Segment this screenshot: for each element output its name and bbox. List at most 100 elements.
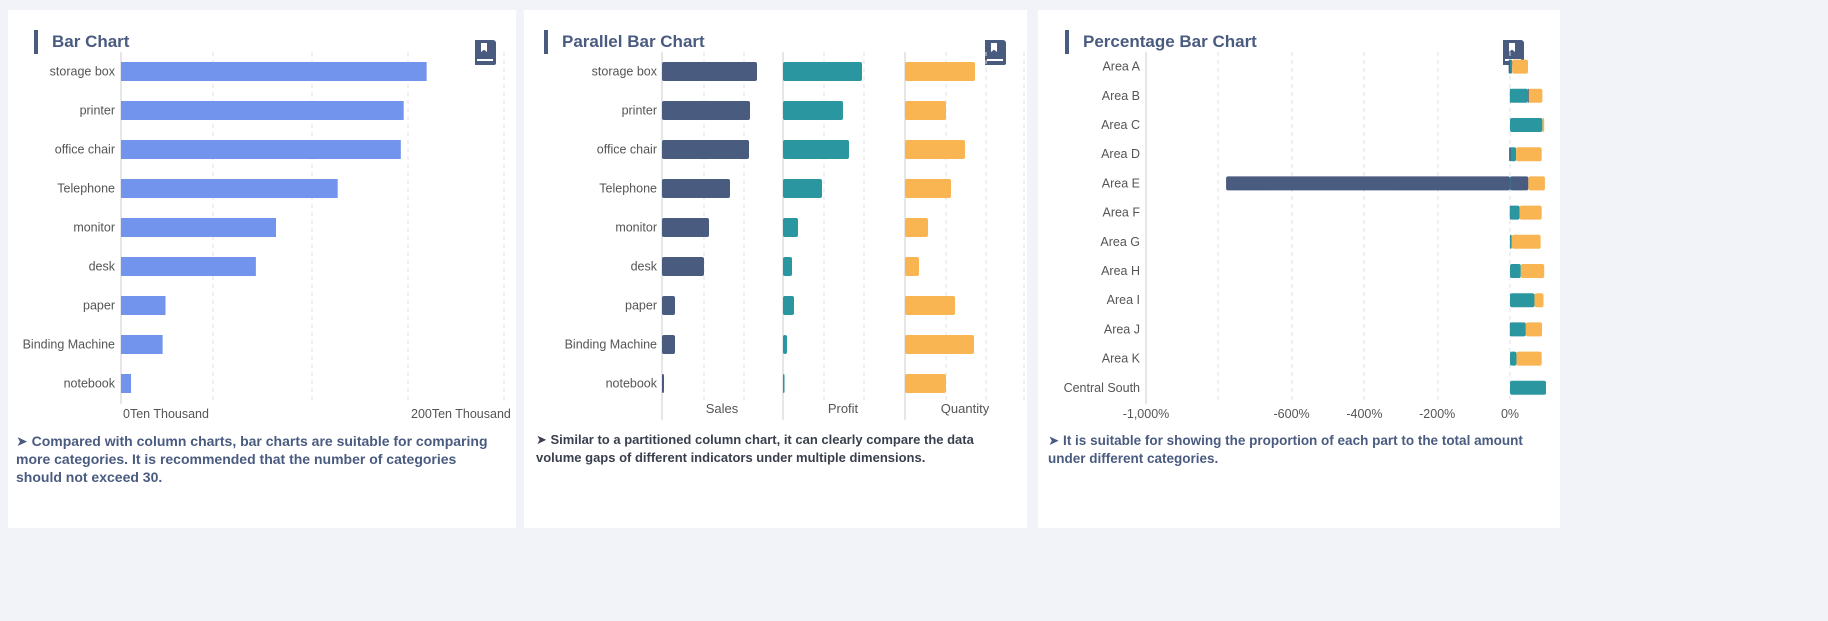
bar-segment bbox=[1509, 147, 1511, 162]
bar bbox=[905, 257, 919, 276]
card-title: Bar Chart bbox=[34, 30, 129, 54]
series-label: Sales bbox=[706, 401, 739, 416]
category-label: Area A bbox=[1102, 60, 1140, 74]
bar-segment bbox=[1510, 147, 1517, 162]
bar-segment bbox=[1534, 293, 1544, 308]
bar-segment bbox=[1508, 59, 1511, 74]
category-label: office chair bbox=[55, 143, 115, 157]
bar bbox=[783, 218, 798, 237]
x-tick-label: -600% bbox=[1274, 407, 1310, 421]
category-label: printer bbox=[622, 104, 657, 118]
bar bbox=[662, 374, 664, 393]
book-icon[interactable] bbox=[472, 38, 498, 66]
bar-segment bbox=[1510, 59, 1513, 74]
book-icon[interactable] bbox=[982, 38, 1008, 66]
category-label: Area K bbox=[1102, 352, 1141, 366]
bar-segment bbox=[1519, 205, 1542, 220]
series-label: Quantity bbox=[941, 401, 990, 416]
bar-segment bbox=[1542, 118, 1545, 132]
card-percentage-bar-chart: Percentage Bar Chart Area A Area B Area C A… bbox=[1038, 10, 1560, 528]
card-title: Percentage Bar Chart bbox=[1065, 30, 1257, 54]
bar-segment bbox=[1510, 351, 1517, 366]
bar-segment bbox=[1511, 234, 1541, 249]
bar bbox=[905, 62, 975, 81]
bar bbox=[783, 101, 843, 120]
bar-chart: storage box printer office chair Telephone m… bbox=[23, 52, 511, 421]
bar bbox=[905, 296, 955, 315]
bar bbox=[905, 374, 946, 393]
category-label: paper bbox=[625, 299, 657, 313]
bar-segment bbox=[1510, 88, 1528, 103]
card-title: Parallel Bar Chart bbox=[544, 30, 705, 54]
bar-segment bbox=[1528, 88, 1543, 103]
category-label: Telephone bbox=[57, 182, 115, 196]
bar bbox=[662, 140, 749, 159]
bar-segment bbox=[1516, 147, 1542, 162]
bar-segment bbox=[1510, 176, 1529, 191]
bar bbox=[905, 218, 928, 237]
category-label: Central South bbox=[1064, 381, 1140, 395]
category-label: paper bbox=[83, 299, 115, 313]
x-tick-label: -400% bbox=[1346, 407, 1382, 421]
category-label: Area G bbox=[1100, 235, 1140, 249]
bar bbox=[783, 179, 822, 198]
x-tick-label: 200Ten Thousand bbox=[411, 407, 511, 421]
bar-segment bbox=[1226, 176, 1510, 191]
bar bbox=[121, 296, 166, 315]
category-label: desk bbox=[89, 260, 116, 274]
bar bbox=[121, 62, 427, 81]
bar-segment bbox=[1510, 293, 1535, 308]
category-label: printer bbox=[80, 104, 115, 118]
card-description: ➤ Compared with column charts, bar chart… bbox=[16, 433, 488, 485]
card-description: ➤ It is suitable for showing the proport… bbox=[1048, 433, 1523, 466]
category-label: storage box bbox=[50, 65, 116, 79]
bar bbox=[662, 218, 709, 237]
bar bbox=[905, 101, 946, 120]
card-parallel-bar-chart: Parallel Bar Chart storage box printer off… bbox=[524, 10, 1027, 528]
category-label: Binding Machine bbox=[23, 338, 115, 352]
x-tick-label: 0Ten Thousand bbox=[123, 407, 209, 421]
bar bbox=[783, 257, 792, 276]
bar bbox=[662, 335, 675, 354]
card-bar-chart: Bar Chart storage box printer office chair… bbox=[8, 10, 516, 528]
category-label: monitor bbox=[73, 221, 115, 235]
bar bbox=[121, 374, 132, 393]
bar bbox=[662, 179, 730, 198]
bar bbox=[783, 374, 785, 393]
x-tick-label: -200% bbox=[1419, 407, 1455, 421]
bar bbox=[662, 101, 750, 120]
bar bbox=[121, 179, 338, 198]
bar bbox=[783, 140, 849, 159]
category-label: Area H bbox=[1101, 264, 1140, 278]
bar bbox=[121, 218, 276, 237]
category-label: Area D bbox=[1101, 147, 1140, 161]
series-label: Profit bbox=[828, 401, 859, 416]
bar bbox=[905, 179, 951, 198]
category-label: monitor bbox=[615, 221, 657, 235]
category-label: Area B bbox=[1102, 89, 1140, 103]
category-label: storage box bbox=[592, 65, 658, 79]
bar-segment bbox=[1510, 234, 1512, 249]
category-label: Area C bbox=[1101, 118, 1140, 132]
bar-segment bbox=[1520, 264, 1545, 278]
x-tick-label: 0% bbox=[1501, 407, 1519, 421]
bar-segment bbox=[1510, 322, 1526, 337]
percentage-bar-chart: Area A Area B Area C Area D Area E Area F Area… bbox=[1064, 52, 1546, 421]
x-tick-label: -1,000% bbox=[1123, 407, 1170, 421]
bar-segment bbox=[1510, 118, 1543, 132]
parallel-bar-chart: storage box printer office chair Telephone m… bbox=[565, 52, 1025, 420]
bar bbox=[121, 257, 256, 276]
category-label: Telephone bbox=[599, 182, 657, 196]
bar-segment bbox=[1510, 380, 1546, 395]
category-label: Area I bbox=[1107, 293, 1140, 307]
bar-segment bbox=[1525, 322, 1543, 337]
bar bbox=[905, 335, 974, 354]
bar bbox=[783, 62, 862, 81]
bar bbox=[905, 140, 965, 159]
bar bbox=[121, 335, 163, 354]
card-description: ➤ Similar to a partitioned column chart,… bbox=[536, 432, 974, 465]
category-label: Area J bbox=[1104, 322, 1140, 336]
category-label: office chair bbox=[597, 143, 657, 157]
bar bbox=[121, 140, 401, 159]
category-label: notebook bbox=[64, 377, 116, 391]
